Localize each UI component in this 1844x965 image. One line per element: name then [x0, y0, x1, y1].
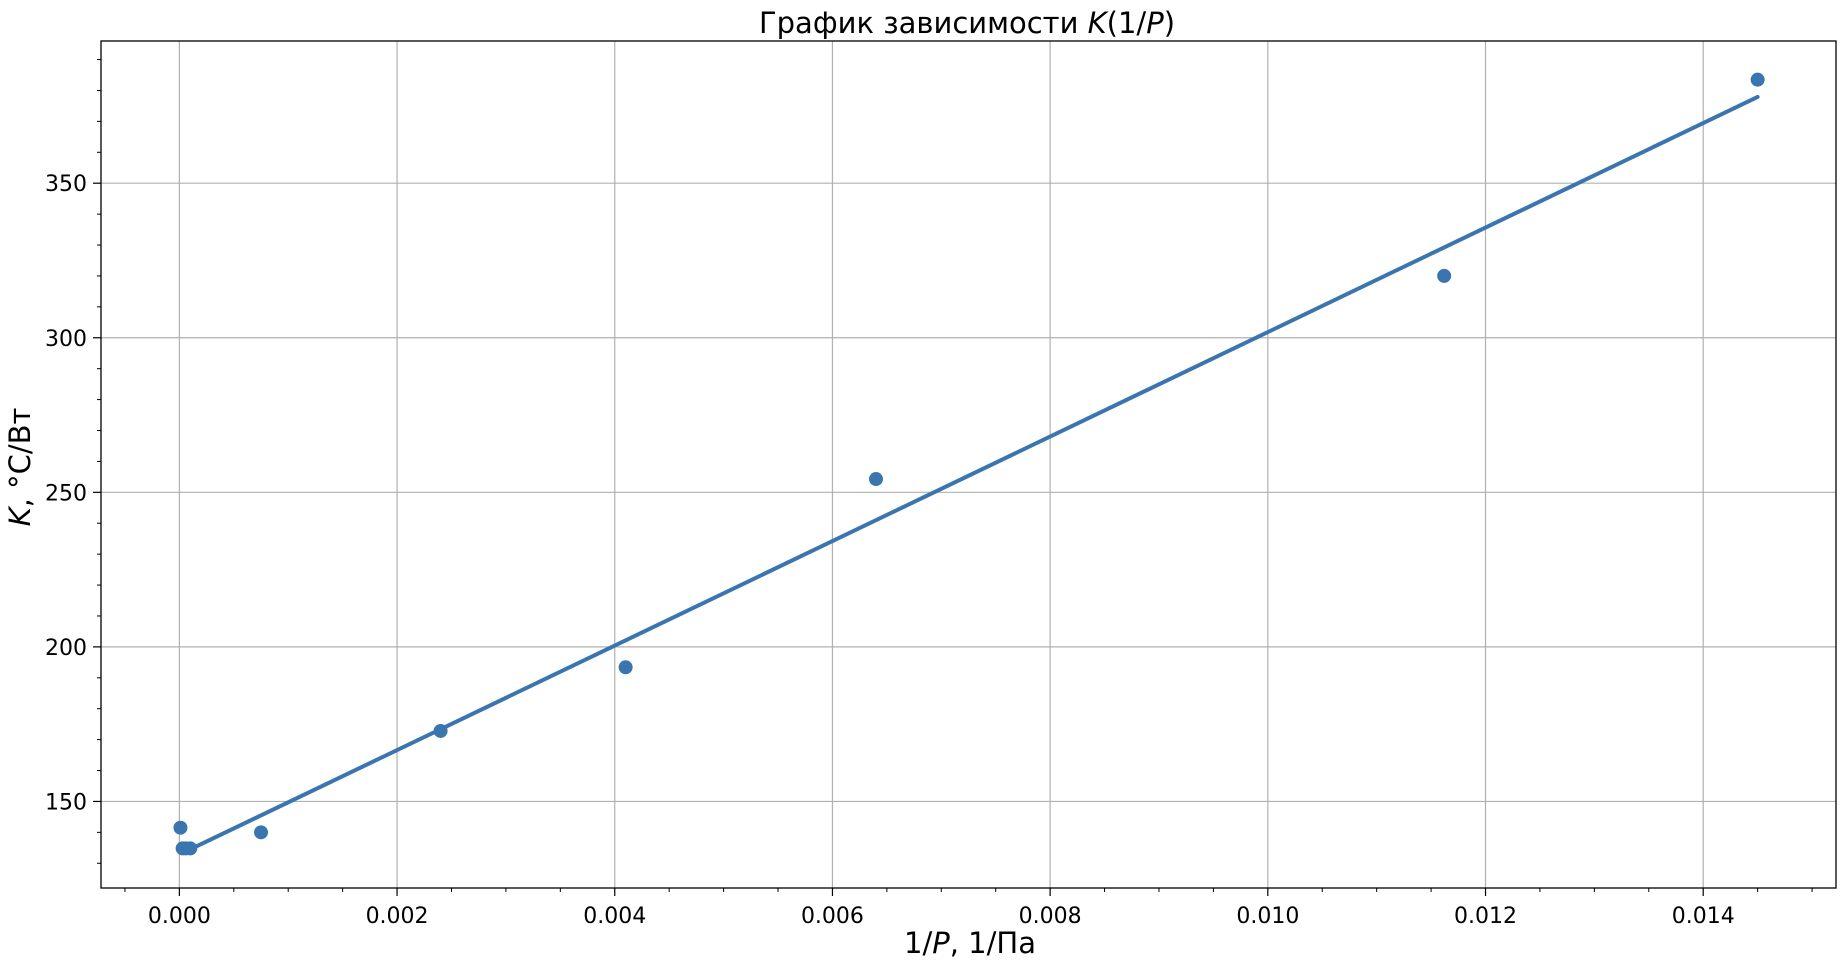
y-tick-label: 250	[45, 481, 87, 506]
chart-title: График зависимости K(1/P)	[759, 6, 1175, 40]
plot-frame	[100, 40, 1837, 889]
x-tick-label: 0.006	[801, 904, 864, 929]
data-point	[433, 723, 448, 738]
y-tick-labels: 150 200 250 300 350	[45, 172, 87, 815]
x-tick-label: 0.008	[1019, 904, 1082, 929]
data-point	[618, 660, 633, 675]
data-point	[1437, 268, 1452, 283]
x-axis-label: 1/P, 1/Па	[904, 926, 1036, 960]
data-point	[183, 841, 198, 856]
series-layer	[173, 72, 1765, 856]
data-point	[254, 825, 269, 840]
x-tick-label: 0.010	[1236, 904, 1299, 929]
x-tick-label: 0.000	[148, 904, 211, 929]
fit-line	[188, 94, 1760, 852]
minor-ticks	[97, 59, 1813, 892]
y-tick-label: 300	[45, 327, 87, 352]
data-point	[173, 820, 188, 835]
y-tick-label: 200	[45, 636, 87, 661]
data-point	[1750, 72, 1765, 87]
x-tick-label: 0.004	[583, 904, 646, 929]
y-tick-label: 350	[45, 172, 87, 197]
data-point	[868, 472, 883, 487]
x-tick-labels: 0.000 0.002 0.004 0.006 0.008 0.010 0.012 0.014	[148, 904, 1735, 929]
grid	[101, 41, 1836, 888]
x-tick-label: 0.002	[366, 904, 429, 929]
x-tick-label: 0.014	[1672, 904, 1735, 929]
y-axis-label: K, °C/Вт	[3, 408, 37, 527]
x-tick-label: 0.012	[1454, 904, 1517, 929]
major-ticks	[93, 182, 1704, 896]
y-tick-label: 150	[45, 790, 87, 815]
